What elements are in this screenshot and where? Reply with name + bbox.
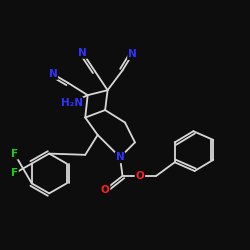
Text: N: N — [128, 49, 137, 59]
Text: O: O — [136, 171, 144, 181]
Text: N: N — [78, 48, 87, 58]
Text: F: F — [11, 168, 18, 178]
Text: F: F — [11, 148, 18, 158]
Text: N: N — [116, 152, 124, 162]
Text: H₂N: H₂N — [60, 98, 82, 108]
Text: N: N — [48, 69, 57, 79]
Text: O: O — [101, 185, 110, 195]
